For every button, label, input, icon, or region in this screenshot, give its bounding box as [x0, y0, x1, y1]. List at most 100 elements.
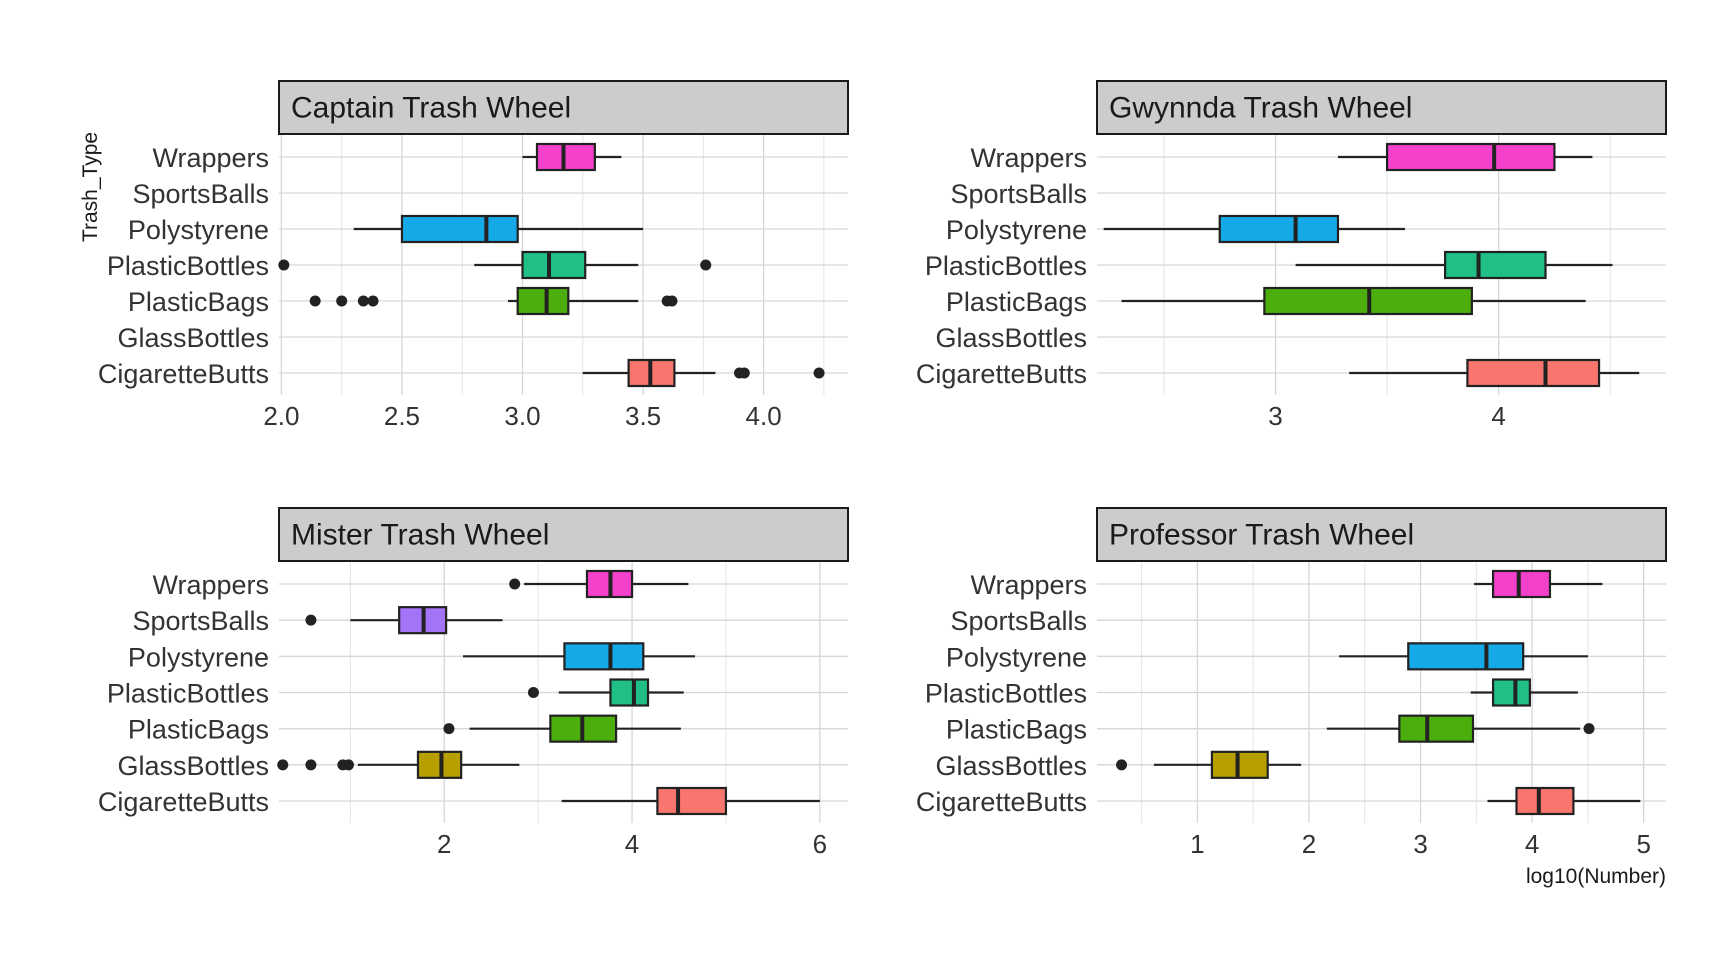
category-label: SportsBalls: [950, 179, 1087, 209]
x-tick-label: 3.5: [625, 401, 661, 431]
outlier-point: [813, 367, 825, 379]
x-tick-label: 4: [625, 829, 639, 859]
box-iqr: [1398, 714, 1475, 743]
x-tick-label: 4: [1491, 401, 1505, 431]
facet-strip: [278, 80, 849, 135]
box-iqr: [656, 786, 728, 816]
facet-strip: [278, 507, 849, 562]
outlier-point: [700, 259, 712, 271]
box-iqr: [1466, 358, 1601, 388]
category-label: GlassBottles: [117, 323, 269, 353]
category-label: Wrappers: [970, 570, 1087, 600]
category-label: PlasticBags: [946, 715, 1087, 745]
category-label: PlasticBottles: [107, 251, 269, 281]
category-label: SportsBalls: [950, 606, 1087, 636]
box-iqr: [1491, 678, 1531, 707]
x-tick-label: 3: [1413, 829, 1427, 859]
facet-panel-3: Mister Trash Wheel Wrappers SportsBalls Pol…: [98, 507, 849, 859]
boxplot-plasticbags: [1326, 714, 1595, 743]
category-label: CigaretteButts: [98, 787, 269, 817]
box-iqr: [1491, 569, 1552, 599]
outlier-point: [305, 759, 317, 771]
category-label: Wrappers: [970, 143, 1087, 173]
x-tick-label: 4: [1525, 829, 1539, 859]
category-label: GlassBottles: [117, 751, 269, 781]
box-iqr: [1515, 786, 1575, 816]
boxplot-polystyrene: [1103, 214, 1405, 244]
boxplot-wrappers: [1337, 142, 1593, 172]
category-label: PlasticBottles: [925, 679, 1087, 709]
boxplot-glassbottles: [1116, 750, 1302, 779]
boxplot-plasticbottles: [1295, 250, 1613, 280]
category-label: Polystyrene: [946, 215, 1087, 245]
boxplot-sportsballs: [305, 606, 503, 635]
box-iqr: [1210, 750, 1269, 779]
boxplot-polystyrene: [463, 642, 695, 671]
category-label: SportsBalls: [132, 179, 269, 209]
x-tick-label: 5: [1636, 829, 1650, 859]
boxplot-wrappers: [522, 142, 622, 172]
box-iqr: [1218, 214, 1340, 244]
category-label: GlassBottles: [935, 323, 1087, 353]
x-tick-label: 3: [1268, 401, 1282, 431]
box-iqr: [609, 678, 650, 707]
boxplot-wrappers: [509, 569, 689, 599]
category-label: PlasticBottles: [925, 251, 1087, 281]
facet-panel-1: Captain Trash Wheel Wrappers SportsBalls Po…: [98, 80, 849, 431]
x-tick-label: 2.5: [384, 401, 420, 431]
x-tick-label: 6: [813, 829, 827, 859]
category-label: CigaretteButts: [916, 787, 1087, 817]
outlier-point: [443, 723, 455, 735]
outlier-point: [527, 687, 539, 698]
outlier-point: [1116, 759, 1128, 771]
category-label: PlasticBags: [946, 287, 1087, 317]
boxplot-plasticbottles: [1470, 678, 1578, 707]
outlier-point: [336, 295, 348, 307]
boxplot-plasticbottles: [278, 250, 712, 280]
box-iqr: [521, 250, 587, 280]
x-tick-label: 4.0: [746, 401, 782, 431]
outlier-point: [367, 295, 379, 307]
category-label: GlassBottles: [935, 751, 1087, 781]
outlier-point: [277, 759, 289, 771]
facet-strip-title: Professor Trash Wheel: [1109, 519, 1414, 552]
box-iqr: [1385, 142, 1556, 172]
outlier-point: [738, 367, 750, 379]
box-iqr: [516, 286, 570, 316]
outlier-point: [509, 578, 521, 590]
outlier-point: [357, 295, 369, 307]
box-iqr: [1443, 250, 1547, 280]
x-tick-label: 3.0: [504, 401, 540, 431]
boxplot-plasticbottles: [527, 678, 684, 707]
category-label: CigaretteButts: [916, 359, 1087, 389]
boxplot-cigarettebutts: [1349, 358, 1640, 388]
x-tick-label: 2: [437, 829, 451, 859]
box-iqr: [563, 642, 645, 671]
category-label: Wrappers: [152, 143, 269, 173]
outlier-point: [342, 759, 354, 771]
facet-strip: [1096, 80, 1667, 135]
category-label: Wrappers: [152, 570, 269, 600]
category-label: PlasticBags: [128, 715, 269, 745]
box-iqr: [400, 214, 519, 244]
facet-strip: [1096, 507, 1667, 562]
x-tick-label: 2: [1302, 829, 1316, 859]
boxplot-plasticbags: [1121, 286, 1586, 316]
category-label: Polystyrene: [946, 642, 1087, 672]
outlier-point: [309, 295, 321, 307]
outlier-point: [1583, 723, 1595, 735]
outlier-point: [278, 259, 290, 271]
boxplot-wrappers: [1474, 569, 1603, 599]
x-axis-title: log10(Number): [1526, 865, 1666, 888]
x-tick-label: 2.0: [263, 401, 299, 431]
facet-strip-title: Mister Trash Wheel: [291, 519, 549, 552]
boxplot-plasticbags: [309, 286, 678, 316]
outlier-point: [666, 295, 678, 307]
category-label: Polystyrene: [128, 642, 269, 672]
category-label: PlasticBags: [128, 287, 269, 317]
box-iqr: [1407, 642, 1525, 671]
boxplot-cigarettebutts: [561, 786, 820, 816]
facet-strip-title: Captain Trash Wheel: [291, 92, 571, 125]
category-label: PlasticBottles: [107, 679, 269, 709]
